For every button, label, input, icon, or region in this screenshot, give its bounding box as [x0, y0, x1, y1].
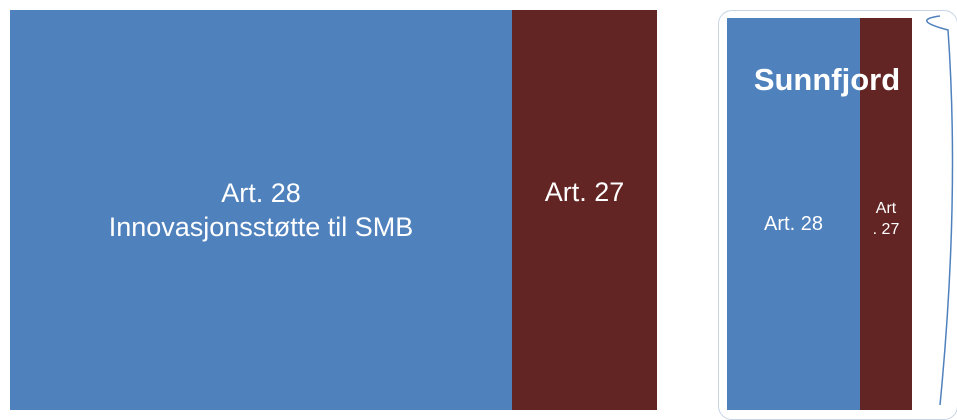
label: Art. 27: [544, 176, 625, 207]
arc: [926, 15, 954, 406]
block: Art. 28 Innovasjonsstøtte til SMB: [10, 10, 512, 410]
block: Art . 27: [860, 18, 912, 410]
label: Art. 28: [764, 212, 823, 235]
arc-line: [926, 15, 954, 406]
label: . 27: [872, 221, 900, 238]
label: Art. 28: [221, 178, 301, 208]
title: Sunnfjord: [753, 62, 901, 97]
label: Art: [875, 200, 897, 217]
label: Innovasjonsstøtte til SMB: [108, 212, 414, 242]
block: Art. 28: [727, 18, 860, 410]
block: Art. 27: [512, 10, 657, 410]
